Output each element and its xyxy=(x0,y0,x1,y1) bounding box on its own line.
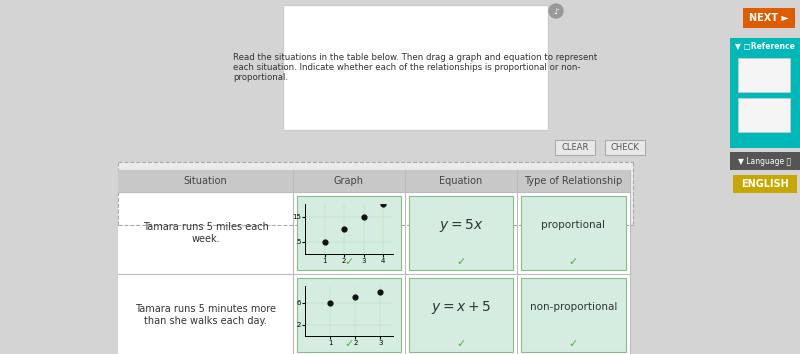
Text: Tamara runs 5 minutes more
than she walks each day.: Tamara runs 5 minutes more than she walk… xyxy=(135,304,276,326)
Text: ▦: ▦ xyxy=(756,59,772,77)
Bar xyxy=(283,5,548,130)
Point xyxy=(377,201,390,207)
Bar xyxy=(555,140,595,155)
Bar xyxy=(118,162,633,225)
Point xyxy=(338,226,350,232)
Point xyxy=(374,289,387,295)
Bar xyxy=(118,170,630,354)
Text: glossary: glossary xyxy=(750,120,778,126)
Bar xyxy=(409,278,513,352)
Bar xyxy=(297,196,401,270)
Point xyxy=(349,294,362,300)
Text: 📋: 📋 xyxy=(760,102,768,114)
Bar xyxy=(733,175,797,193)
Text: ✓: ✓ xyxy=(344,339,354,349)
Text: ENGLISH: ENGLISH xyxy=(741,179,789,189)
Point xyxy=(358,214,370,219)
Bar xyxy=(730,152,800,170)
Text: ✓: ✓ xyxy=(456,339,466,349)
Point xyxy=(324,300,337,306)
Bar xyxy=(118,170,630,192)
Text: ✓: ✓ xyxy=(569,339,578,349)
Text: ▼ □Reference: ▼ □Reference xyxy=(735,42,795,51)
Bar xyxy=(738,98,790,132)
Text: ▼ Language ⓘ: ▼ Language ⓘ xyxy=(738,156,791,166)
Text: proportional: proportional xyxy=(542,220,606,230)
Text: formulas: formulas xyxy=(749,80,779,86)
Text: CHECK: CHECK xyxy=(610,143,639,152)
Text: Equation: Equation xyxy=(439,176,482,186)
Point xyxy=(318,239,331,244)
Text: Read the situations in the table below. Then drag a graph and equation to repres: Read the situations in the table below. … xyxy=(234,53,598,82)
Bar xyxy=(743,8,795,28)
Text: NEXT ►: NEXT ► xyxy=(749,13,789,23)
Bar xyxy=(297,278,401,352)
Bar xyxy=(521,196,626,270)
Text: ✓: ✓ xyxy=(569,257,578,267)
Text: non-proportional: non-proportional xyxy=(530,302,617,312)
Bar xyxy=(118,192,630,274)
Text: $y = x + 5$: $y = x + 5$ xyxy=(431,298,491,315)
Text: ♪: ♪ xyxy=(554,6,558,16)
Text: $y = 5x$: $y = 5x$ xyxy=(438,217,483,234)
Bar xyxy=(118,274,630,354)
Text: ✓: ✓ xyxy=(344,257,354,267)
Text: Situation: Situation xyxy=(184,176,227,186)
Text: CLEAR: CLEAR xyxy=(562,143,589,152)
Text: Tamara runs 5 miles each
week.: Tamara runs 5 miles each week. xyxy=(142,222,269,244)
Bar xyxy=(738,58,790,92)
Bar xyxy=(521,278,626,352)
Bar xyxy=(409,196,513,270)
Bar xyxy=(605,140,645,155)
Circle shape xyxy=(549,4,563,18)
Text: Type of Relationship: Type of Relationship xyxy=(524,176,622,186)
Bar xyxy=(730,38,800,148)
Text: ✓: ✓ xyxy=(456,257,466,267)
Text: Graph: Graph xyxy=(334,176,364,186)
